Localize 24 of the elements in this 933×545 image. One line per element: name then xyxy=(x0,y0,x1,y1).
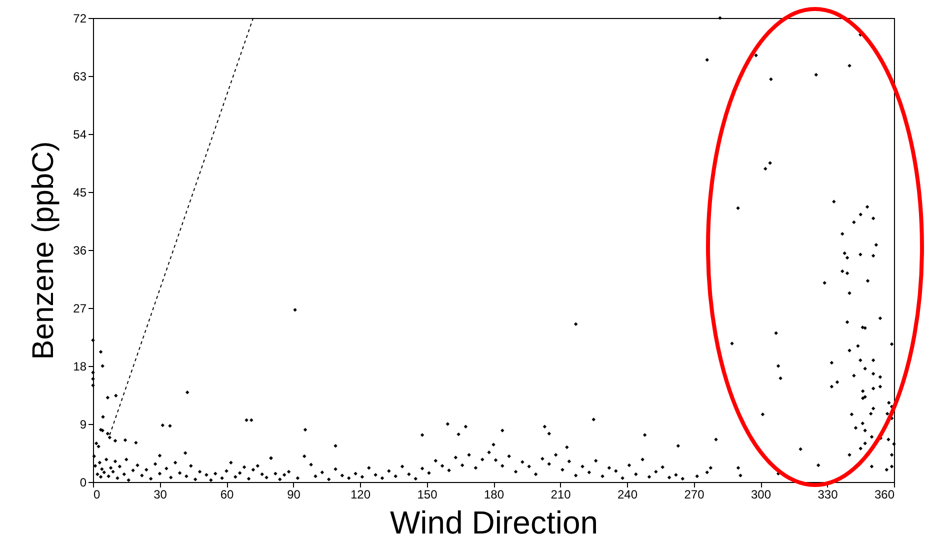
x-tick-label: 300 xyxy=(750,488,772,502)
y-tick-label: 27 xyxy=(73,302,87,316)
x-axis-title: Wind Direction xyxy=(390,504,598,540)
y-tick-label: 9 xyxy=(80,418,87,432)
x-tick-label: 90 xyxy=(287,488,301,502)
y-tick-label: 45 xyxy=(73,186,87,200)
x-tick-label: 30 xyxy=(154,488,168,502)
x-tick-label: 180 xyxy=(484,488,504,502)
x-tick-label: 330 xyxy=(818,488,838,502)
x-tick-label: 240 xyxy=(617,488,638,502)
x-tick-label: 60 xyxy=(220,488,234,502)
x-tick-label: 210 xyxy=(550,488,572,502)
y-tick-label: 63 xyxy=(73,70,87,84)
y-tick-label: 72 xyxy=(73,12,87,26)
y-tick-label: 54 xyxy=(73,128,87,142)
x-tick-label: 120 xyxy=(350,488,371,502)
y-tick-label: 36 xyxy=(73,244,87,258)
x-tick-label: 150 xyxy=(417,488,438,502)
x-tick-label: 360 xyxy=(874,488,895,502)
y-axis-title: Benzene (ppbC) xyxy=(27,141,60,360)
y-tick-label: 0 xyxy=(80,476,87,490)
x-tick-label: 270 xyxy=(684,488,705,502)
y-tick-label: 18 xyxy=(73,360,87,374)
x-tick-label: 0 xyxy=(94,488,100,502)
